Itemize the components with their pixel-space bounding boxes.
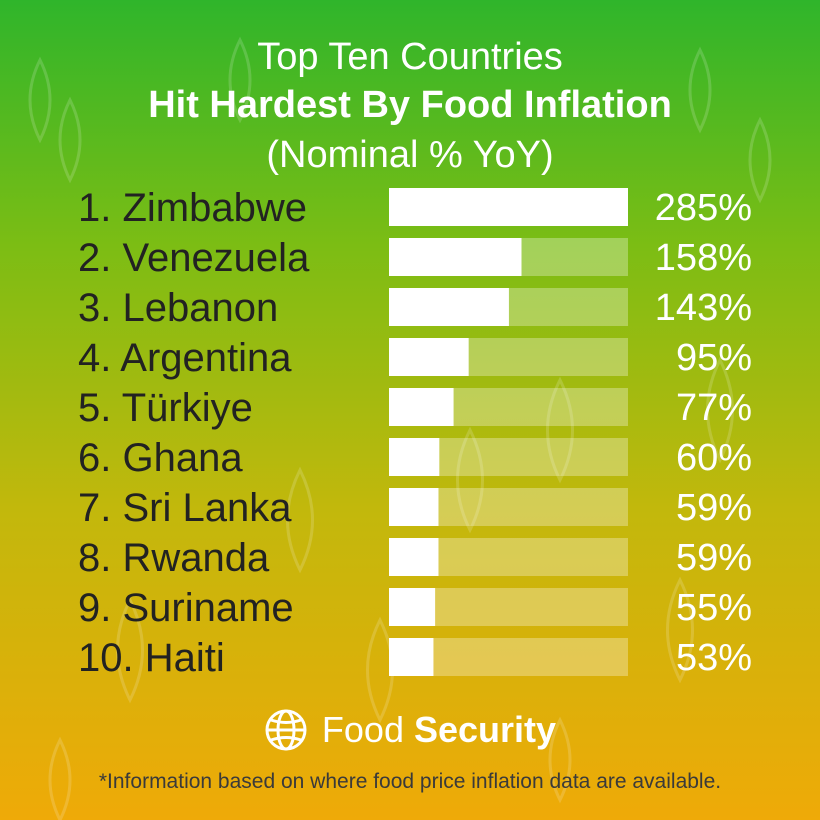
country-label: 3. Lebanon [78,286,278,330]
country-label: 4. Argentina [78,336,292,380]
country-label: 9. Suriname [78,586,294,630]
value-label: 143% [655,287,752,329]
bar [389,588,436,626]
bar [389,288,509,326]
value-label: 59% [676,537,752,579]
value-label: 158% [655,237,752,279]
country-label: 5. Türkiye [78,386,253,430]
brand-word-security: Security [414,709,557,750]
brand-word-food: Food [321,709,404,750]
value-label: 95% [676,337,752,379]
bar [389,188,628,226]
country-label: 1. Zimbabwe [78,186,307,230]
bar-chart: 1. Zimbabwe 285% 2. Venezuela 158% 3. Lebano… [78,186,752,680]
country-label: 8. Rwanda [78,536,270,580]
country-label: 2. Venezuela [78,236,310,280]
value-label: 59% [676,487,752,529]
value-label: 60% [676,437,752,479]
country-label: 10. Haiti [78,636,225,680]
bar [389,638,434,676]
bar [389,338,469,376]
bar [389,388,454,426]
bar [389,538,439,576]
chart-subtitle: (Nominal % YoY) [266,134,554,176]
country-label: 6. Ghana [78,436,243,480]
value-label: 53% [676,637,752,679]
country-label: 7. Sri Lanka [78,486,292,530]
globe-icon [265,709,307,751]
chart-title-line2: Hit Hardest By Food Inflation [148,84,672,126]
bar [389,238,522,276]
brand-logo: Food Security [0,708,820,752]
bar [389,488,439,526]
value-label: 77% [676,387,752,429]
value-label: 285% [655,187,752,229]
chart-title-line1: Top Ten Countries [257,36,563,78]
footnote: *Information based on where food price i… [98,770,722,793]
value-label: 55% [676,587,752,629]
bar [389,438,440,476]
